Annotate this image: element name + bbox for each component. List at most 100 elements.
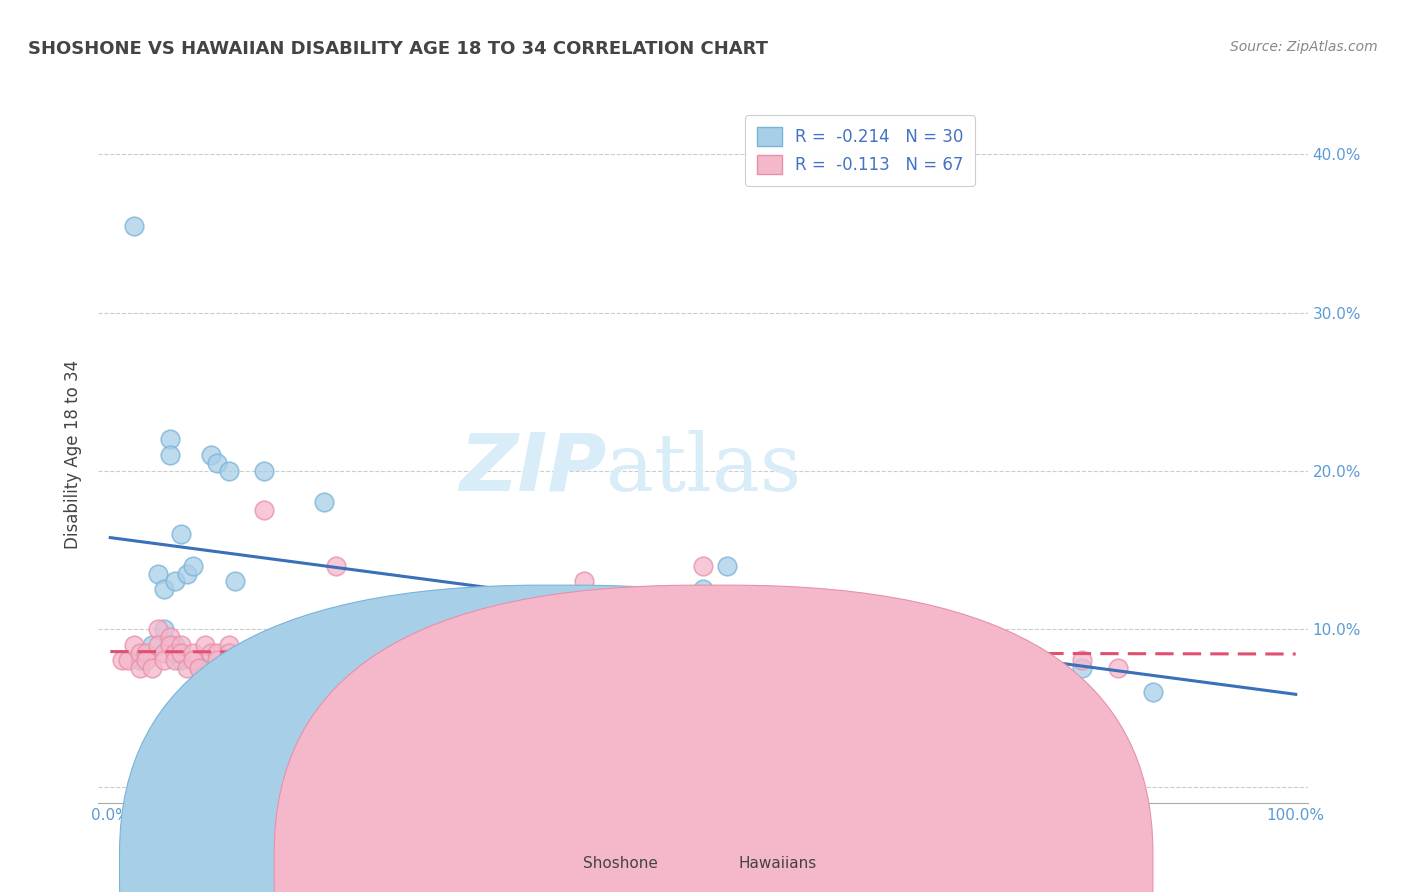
Point xyxy=(176,566,198,581)
Point xyxy=(146,638,169,652)
Text: Shoshone: Shoshone xyxy=(583,856,658,871)
Point xyxy=(159,638,181,652)
Point xyxy=(194,638,217,652)
Point xyxy=(347,653,370,667)
Point xyxy=(200,646,222,660)
Point xyxy=(122,219,145,233)
Point xyxy=(170,527,193,541)
Point xyxy=(633,661,655,675)
Point xyxy=(205,456,228,470)
Point xyxy=(159,630,181,644)
Point xyxy=(152,653,174,667)
Point xyxy=(146,622,169,636)
Point xyxy=(165,653,187,667)
Point xyxy=(491,653,513,667)
Point xyxy=(170,646,193,660)
Point xyxy=(200,448,222,462)
Point xyxy=(159,432,181,446)
Point xyxy=(224,653,246,667)
Point xyxy=(264,677,287,691)
Point xyxy=(224,574,246,589)
Point xyxy=(384,677,406,691)
Point xyxy=(432,661,454,675)
Point xyxy=(312,646,335,660)
Point xyxy=(408,653,430,667)
Point xyxy=(152,622,174,636)
Point xyxy=(129,646,152,660)
Point xyxy=(325,558,347,573)
Point xyxy=(181,646,204,660)
Point xyxy=(727,661,749,675)
Point xyxy=(1071,653,1094,667)
Point xyxy=(395,638,418,652)
Point xyxy=(1071,661,1094,675)
Point xyxy=(181,558,204,573)
Point xyxy=(301,638,323,652)
Point xyxy=(205,646,228,660)
Point xyxy=(188,661,211,675)
Point xyxy=(598,653,620,667)
Point xyxy=(152,582,174,597)
Point xyxy=(336,646,359,660)
Point xyxy=(810,646,832,660)
Point xyxy=(218,638,240,652)
Legend: R =  -0.214   N = 30, R =  -0.113   N = 67: R = -0.214 N = 30, R = -0.113 N = 67 xyxy=(745,115,976,186)
Point xyxy=(271,661,294,675)
Point xyxy=(141,661,163,675)
Point xyxy=(657,653,679,667)
Point xyxy=(360,661,382,675)
Text: Source: ZipAtlas.com: Source: ZipAtlas.com xyxy=(1230,40,1378,54)
Point xyxy=(905,646,928,660)
Point xyxy=(467,661,489,675)
Point xyxy=(229,646,252,660)
Point xyxy=(478,677,501,691)
Point xyxy=(277,646,299,660)
Point xyxy=(869,646,891,660)
Point xyxy=(869,661,891,675)
Point xyxy=(129,653,152,667)
Point xyxy=(905,646,928,660)
Point xyxy=(205,653,228,667)
Point xyxy=(692,582,714,597)
Point xyxy=(135,653,157,667)
Point xyxy=(146,566,169,581)
Point xyxy=(129,661,152,675)
Point xyxy=(574,574,596,589)
Point xyxy=(692,558,714,573)
Text: ZIP: ZIP xyxy=(458,430,606,508)
Point xyxy=(176,661,198,675)
Point xyxy=(122,638,145,652)
Point xyxy=(253,503,276,517)
Text: atlas: atlas xyxy=(606,430,801,508)
Point xyxy=(152,646,174,660)
Point xyxy=(288,653,311,667)
Point xyxy=(1142,685,1164,699)
Point xyxy=(165,646,187,660)
Point xyxy=(165,638,187,652)
Point xyxy=(371,653,394,667)
Point xyxy=(135,646,157,660)
Point xyxy=(1107,661,1129,675)
Text: SHOSHONE VS HAWAIIAN DISABILITY AGE 18 TO 34 CORRELATION CHART: SHOSHONE VS HAWAIIAN DISABILITY AGE 18 T… xyxy=(28,40,768,58)
Point xyxy=(537,661,560,675)
Point xyxy=(170,653,193,667)
Point xyxy=(141,638,163,652)
Point xyxy=(550,646,572,660)
Point xyxy=(550,606,572,620)
Y-axis label: Disability Age 18 to 34: Disability Age 18 to 34 xyxy=(65,360,83,549)
Point xyxy=(181,653,204,667)
Point xyxy=(598,638,620,652)
Point xyxy=(111,653,134,667)
Point xyxy=(419,646,441,660)
Point xyxy=(454,653,477,667)
Point xyxy=(117,653,139,667)
Point xyxy=(312,495,335,509)
Point xyxy=(253,464,276,478)
Point xyxy=(242,653,264,667)
Point xyxy=(165,574,187,589)
Point xyxy=(159,448,181,462)
Point xyxy=(218,464,240,478)
Point xyxy=(218,646,240,660)
Point xyxy=(515,638,537,652)
Point xyxy=(194,653,217,667)
